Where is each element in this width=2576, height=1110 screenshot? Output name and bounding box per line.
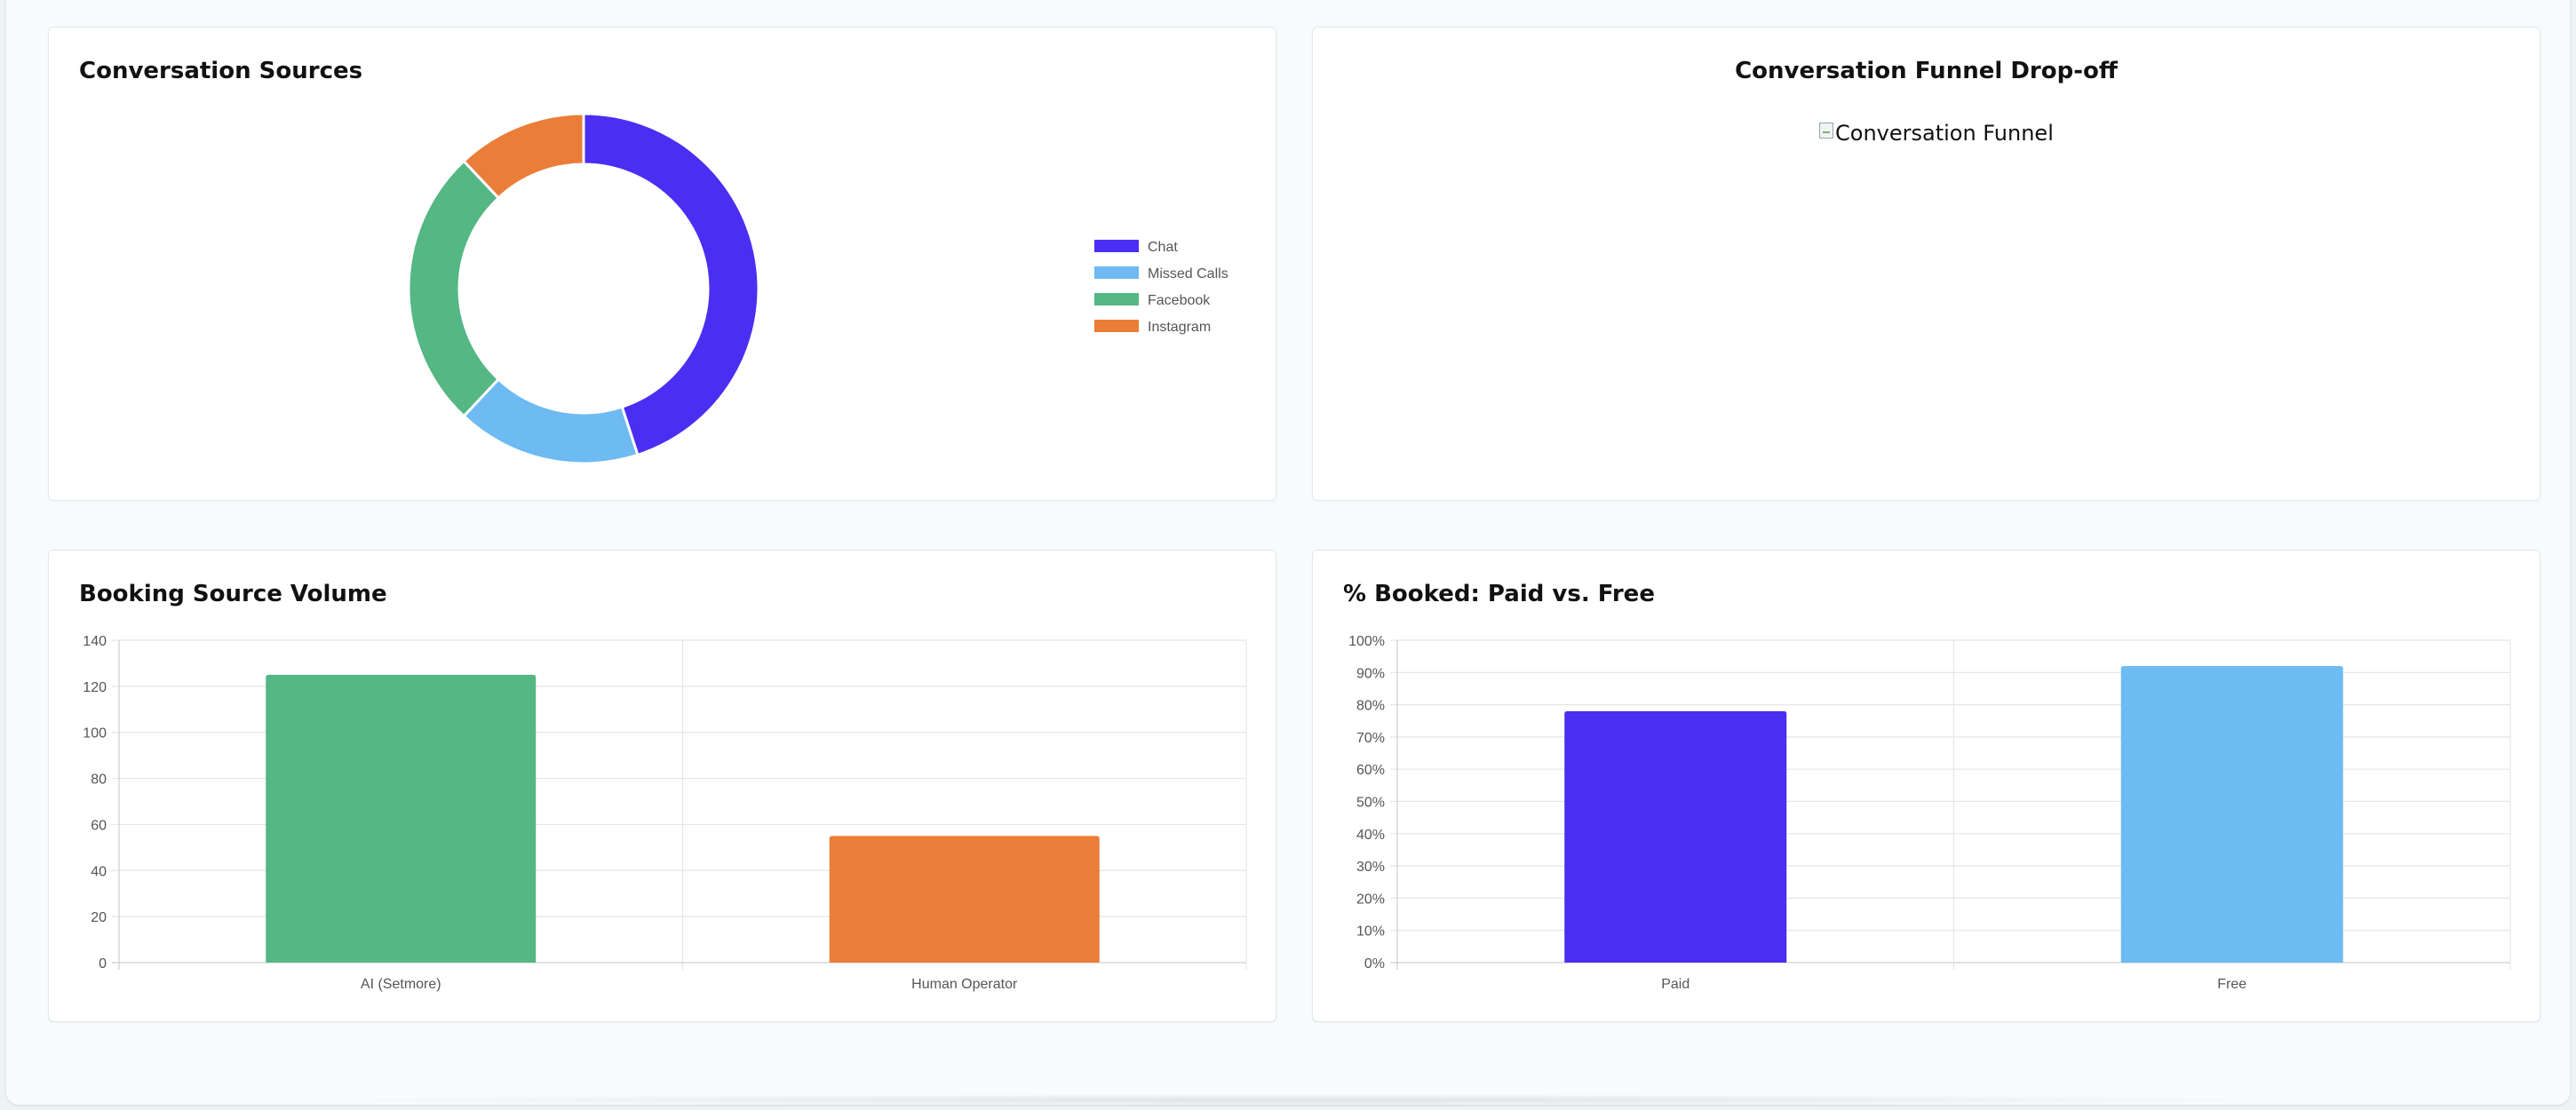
- donut-slice-missed-calls: [462, 377, 640, 465]
- y-tick-label: 140: [83, 634, 107, 649]
- conversation-funnel-title: Conversation Funnel Drop-off: [1735, 58, 2118, 84]
- bar-free: [2120, 666, 2343, 963]
- conversation-funnel-image-alt: Conversation Funnel: [1835, 121, 2054, 146]
- y-tick-label: 60%: [1356, 763, 1385, 778]
- y-tick-label: 90%: [1356, 666, 1385, 681]
- booked-paid-vs-free-card: % Booked: Paid vs. Free 0% 10% 20% 30% 40% 50…: [1312, 550, 2540, 1022]
- y-tick-label: 20: [91, 910, 107, 925]
- y-tick-label: 120: [83, 680, 107, 695]
- legend-label-chat: Chat: [1148, 240, 1178, 255]
- legend-label-facebook: Facebook: [1148, 293, 1211, 308]
- y-tick-label: 40: [91, 864, 107, 879]
- y-tick-label: 100: [83, 726, 107, 741]
- legend-swatch-instagram: [1094, 320, 1139, 332]
- y-tick-label: 80%: [1356, 699, 1385, 714]
- legend-label-missed-calls: Missed Calls: [1148, 266, 1228, 281]
- donut-slice-instagram: [462, 112, 585, 201]
- x-tick-label-human-operator: Human Operator: [911, 977, 1018, 992]
- y-tick-label: 0: [99, 956, 107, 971]
- y-tick-label: 60: [91, 818, 107, 833]
- y-tick-label: 10%: [1356, 924, 1385, 940]
- y-tick-label: 30%: [1356, 860, 1385, 875]
- x-tick-label-free: Free: [2217, 977, 2246, 992]
- conversation-funnel-card: Conversation Funnel Drop-off Conversatio…: [1312, 27, 2540, 501]
- bar-ai-setmore: [266, 674, 537, 963]
- donut-slice-chat: [582, 112, 760, 457]
- conversation-sources-title: Conversation Sources: [79, 58, 363, 84]
- bottom-shadow: [299, 1094, 2298, 1106]
- bar-paid: [1564, 710, 1787, 963]
- y-tick-label: 50%: [1356, 796, 1385, 811]
- broken-image-icon: [1819, 123, 1833, 139]
- x-tick-label-paid: Paid: [1661, 977, 1690, 992]
- booking-source-volume-card: Booking Source Volume 0 20 40 60 80 100 120 140…: [48, 550, 1276, 1022]
- bar-human-operator: [829, 836, 1100, 963]
- y-tick-label: 20%: [1356, 892, 1385, 907]
- y-tick-label: 40%: [1356, 828, 1385, 843]
- conversation-funnel-image: Conversation Funnel: [1819, 121, 2054, 146]
- legend-swatch-facebook: [1094, 293, 1139, 305]
- legend-swatch-missed-calls: [1094, 266, 1139, 279]
- y-tick-label: 70%: [1356, 731, 1385, 746]
- legend-label-instagram: Instagram: [1148, 320, 1211, 335]
- conversation-sources-chart: Chat Missed Calls Facebook Instagram: [407, 112, 1228, 465]
- y-tick-label: 0%: [1364, 956, 1385, 971]
- booked-paid-vs-free-title: % Booked: Paid vs. Free: [1343, 581, 1655, 607]
- booked-paid-vs-free-chart: 0% 10% 20% 30% 40% 50% 60% 70% 80% 90% 100% Paid Fre…: [1348, 634, 2511, 992]
- y-tick-label: 100%: [1348, 634, 1385, 649]
- booking-source-volume-title: Booking Source Volume: [79, 581, 387, 607]
- booking-source-volume-chart: 0 20 40 60 80 100 120 140 AI (Setmore) Human Oper…: [83, 634, 1247, 992]
- y-tick-label: 80: [91, 773, 107, 788]
- dashboard-panel: Conversation Sources Chat Missed Calls Fac…: [6, 0, 2570, 1106]
- conversation-sources-card: Conversation Sources Chat Missed Calls Fac…: [48, 27, 1276, 501]
- legend-swatch-chat: [1094, 240, 1139, 252]
- donut-slice-facebook: [407, 159, 501, 418]
- x-tick-label-ai-setmore: AI (Setmore): [361, 977, 441, 992]
